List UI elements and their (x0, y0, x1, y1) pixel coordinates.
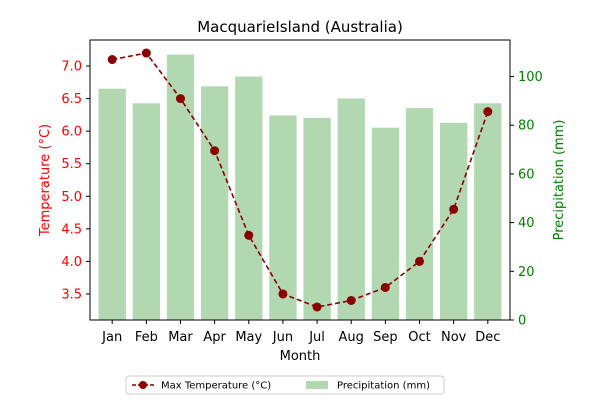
y-left-tick-label: 4.0 (61, 255, 82, 270)
x-tick-label: Sep (373, 330, 398, 345)
precipitation-bar (303, 117, 331, 320)
x-axis-label: Month (280, 349, 321, 364)
temperature-point (380, 282, 390, 292)
y-right-tick-label: 0 (518, 314, 526, 329)
x-tick-label: Jan (101, 330, 122, 345)
plot-frame (89, 39, 511, 321)
x-tick-label: Feb (135, 330, 158, 345)
precipitation-bar (405, 108, 434, 320)
y-left-tick-label: 3.5 (61, 287, 82, 302)
y-right-tick-label: 20 (518, 265, 535, 280)
precipitation-bar (474, 103, 502, 320)
temperature-point (483, 107, 493, 117)
y-right-tick-label: 40 (518, 216, 535, 231)
x-tick-label: Jun (272, 330, 293, 345)
legend-marker-swatch (139, 381, 147, 389)
y-left-tick-label: 6.0 (61, 125, 82, 140)
temperature-point (210, 146, 220, 156)
x-tick-label: Apr (203, 330, 226, 345)
y-left-tick-label: 5.5 (61, 157, 82, 172)
temperature-point (415, 256, 425, 266)
y-left-tick-label: 4.5 (61, 222, 82, 237)
temperature-point (141, 48, 151, 58)
y-left-tick-label: 6.5 (61, 92, 82, 107)
y-left-tick-label: 5.0 (61, 190, 82, 205)
legend-label-temperature: Max Temperature (°C) (161, 381, 271, 392)
temperature-point (346, 295, 356, 305)
temperature-line-layer (107, 48, 493, 312)
x-tick-label: May (235, 330, 262, 345)
precipitation-bar (98, 88, 126, 321)
temperature-point (175, 94, 185, 104)
legend-box (125, 375, 445, 395)
y-right-tick-label: 60 (518, 167, 535, 182)
y-axis-left-label: Temperature (°C) (38, 124, 53, 237)
precipitation-bar (200, 86, 229, 321)
legend-label-precipitation: Precipitation (mm) (337, 381, 430, 392)
legend-bar-swatch (306, 381, 328, 389)
y-axis-right-label: Precipitation (mm) (552, 120, 567, 241)
temperature-point (312, 302, 322, 312)
x-tick-label: Nov (441, 330, 467, 345)
x-tick-label: Oct (408, 330, 430, 345)
y-left-tick-label: 7.0 (61, 60, 82, 75)
precipitation-bar (269, 115, 297, 320)
precipitation-bars (98, 54, 502, 321)
x-tick-label: Aug (339, 330, 364, 345)
precipitation-bar (440, 122, 468, 320)
y-right-tick-label: 80 (518, 119, 535, 134)
precipitation-bar (132, 103, 160, 320)
chart-title: MacquarieIsland (Australia) (197, 18, 403, 36)
y-right-tick-label: 100 (518, 70, 543, 85)
x-tick-label: Dec (475, 330, 500, 345)
temperature-line (112, 52, 489, 308)
temperature-point (449, 204, 459, 214)
legend: Max Temperature (°C) Precipitation (mm) (125, 375, 445, 395)
x-tick-label: Mar (168, 330, 193, 345)
precipitation-bar (337, 98, 365, 320)
temperature-point (278, 289, 288, 299)
x-tick-label: Jul (308, 330, 325, 345)
temperature-point (107, 55, 117, 65)
temperature-point (244, 230, 254, 240)
axes: Jan Feb Mar Apr May Jun Jul Aug Sep Oct Nov Dec 3.5 4… (61, 39, 543, 345)
precipitation-bar (235, 76, 263, 321)
